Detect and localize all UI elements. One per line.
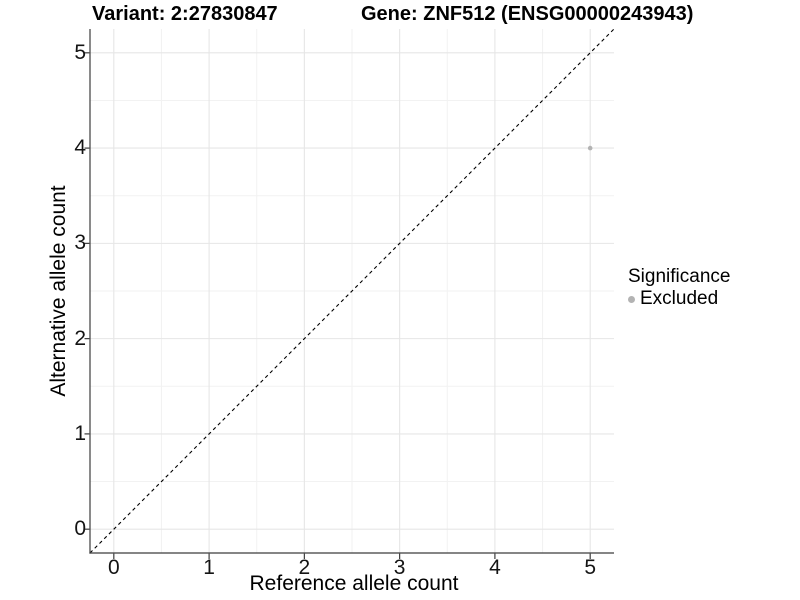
y-tick-label: 5 [74, 40, 86, 64]
legend-title: Significance [628, 266, 731, 287]
legend: Significance Excluded [628, 266, 730, 310]
x-tick-label: 3 [393, 556, 406, 579]
y-tick-label: 2 [74, 326, 86, 350]
y-tick-label: 3 [74, 231, 86, 255]
x-tick-label: 2 [298, 556, 311, 579]
plot-panel-svg [84, 29, 615, 559]
x-tick-label: 1 [203, 556, 215, 579]
x-tick-label: 4 [489, 556, 501, 579]
y-tick-label: 1 [74, 421, 86, 445]
legend-item-label: Excluded [640, 288, 719, 309]
y-tick-label: 4 [74, 136, 86, 160]
gene-title: Gene: ZNF512 (ENSG00000243943) [361, 3, 694, 25]
y-axis-title: Alternative allele count [47, 185, 70, 397]
x-tick-label: 0 [107, 556, 120, 579]
y-tick-label: 0 [74, 517, 86, 541]
x-tick-label: 5 [584, 556, 597, 579]
legend-point-icon [628, 295, 635, 303]
data-point [587, 145, 593, 151]
legend-item-excluded: Excluded [628, 288, 730, 310]
identity-reference-line [89, 29, 615, 554]
x-axis-title: Reference allele count [249, 572, 459, 595]
variant-title: Variant: 2:27830847 [92, 3, 278, 25]
